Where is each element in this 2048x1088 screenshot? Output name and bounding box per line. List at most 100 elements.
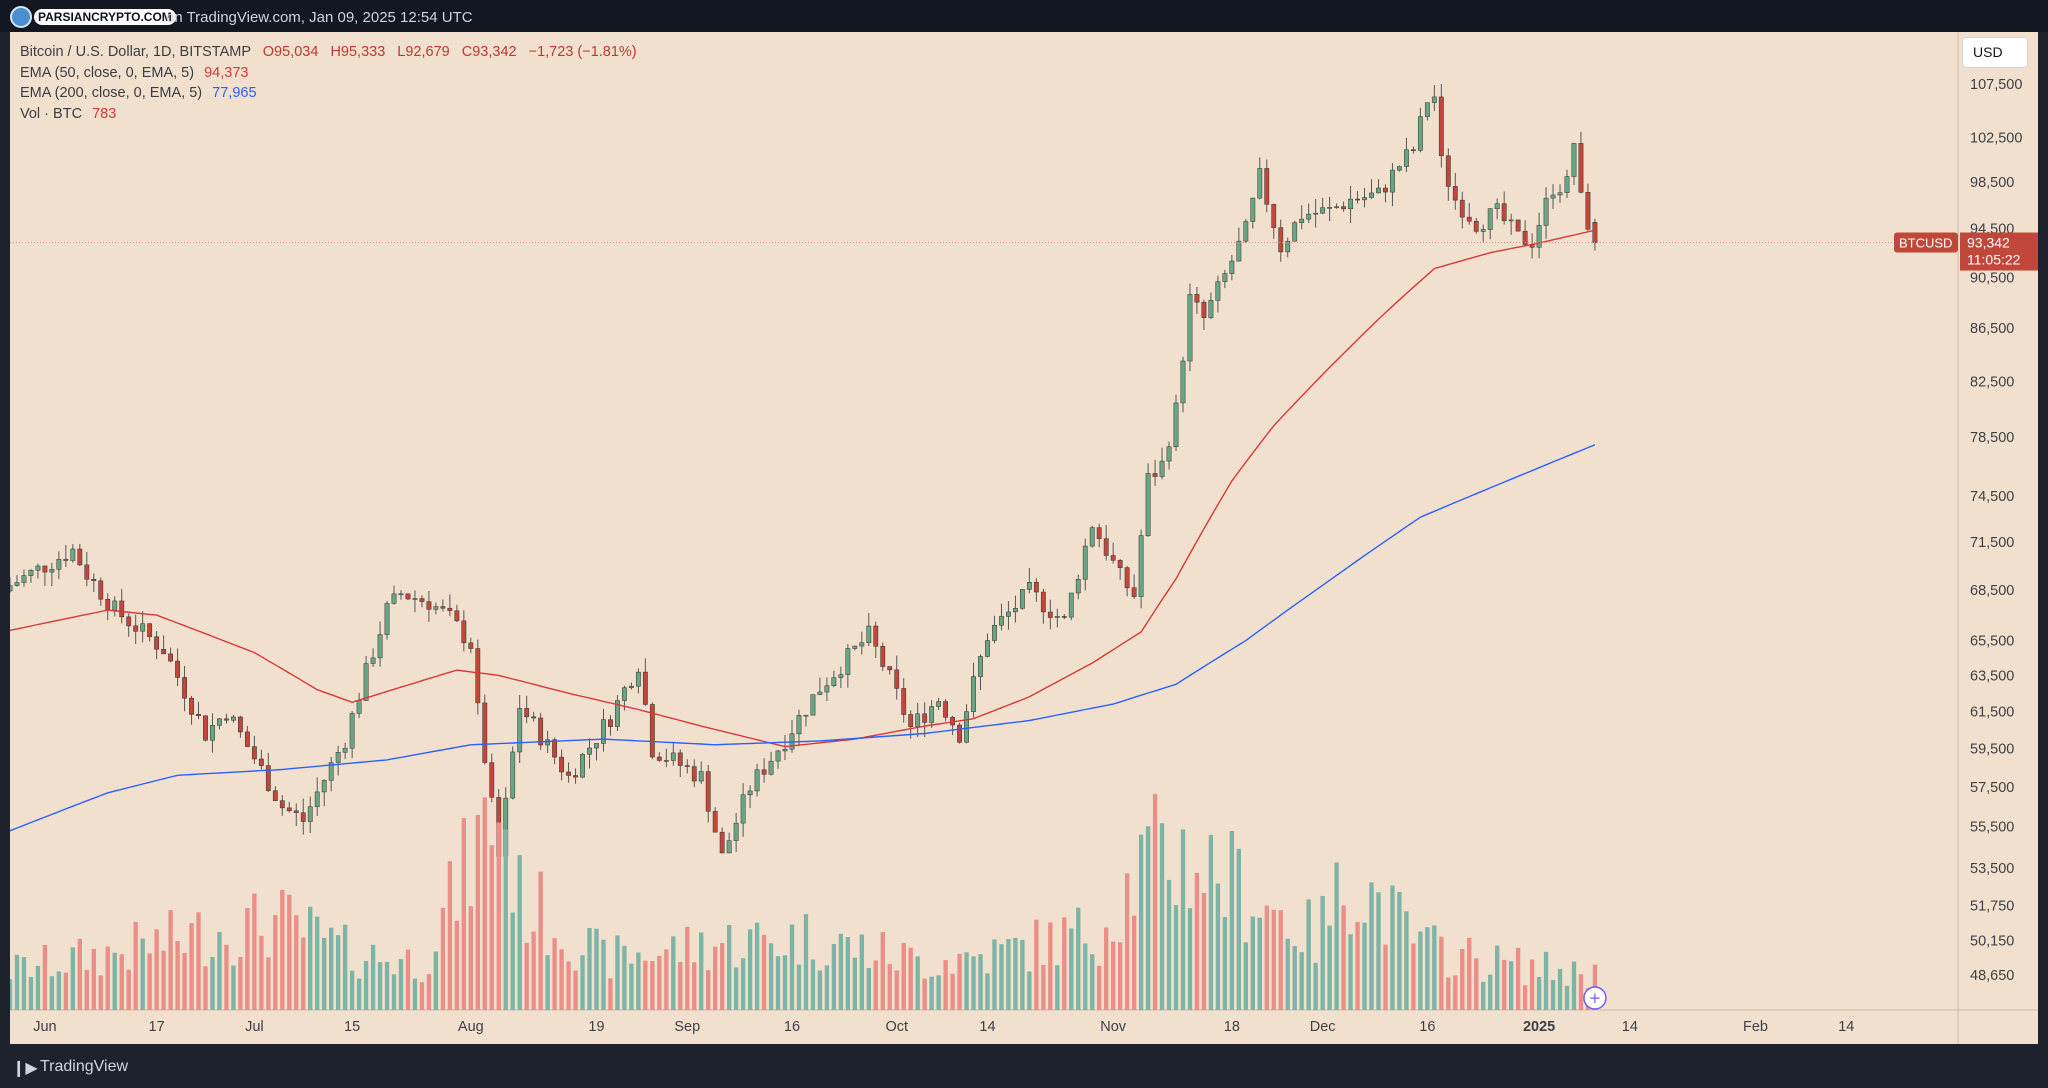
- candle-body: [831, 677, 837, 687]
- volume-bar: [329, 927, 334, 1010]
- volume-bar: [754, 922, 760, 1010]
- candle-body: [307, 806, 313, 822]
- candle-body: [398, 593, 404, 596]
- volume-bar: [98, 975, 103, 1010]
- candle-body: [615, 700, 620, 727]
- price-tick-label: 98,500: [1970, 175, 2014, 191]
- volume-bar: [552, 938, 557, 1010]
- volume-bar: [678, 961, 683, 1010]
- volume-bar: [643, 960, 648, 1010]
- legend-close: C93,342: [461, 44, 517, 60]
- candle-body: [363, 663, 369, 701]
- legend-ema200-row[interactable]: EMA (200, close, 0, EMA, 5) 77,965: [20, 83, 637, 104]
- volume-bar: [287, 894, 292, 1010]
- volume-bar: [1411, 943, 1416, 1010]
- volume-bar: [1152, 794, 1158, 1010]
- candle-body: [1006, 611, 1011, 617]
- candle-body: [10, 585, 13, 592]
- candle-body: [1473, 220, 1479, 232]
- volume-bar: [538, 871, 543, 1010]
- candle-body: [475, 648, 481, 704]
- candle-body: [251, 746, 257, 760]
- price-tick-label: 86,500: [1970, 321, 2014, 337]
- volume-bar: [168, 910, 173, 1010]
- candle-body: [1550, 194, 1556, 199]
- volume-bar: [1020, 939, 1025, 1010]
- price-tick-label: 48,650: [1970, 968, 2014, 984]
- candle-body: [796, 715, 802, 735]
- chart-area[interactable]: 107,500 102,500 98,500 94,500 90,500 86,500 82…: [10, 32, 2038, 1044]
- volume-bar: [894, 970, 899, 1010]
- candle-body: [1320, 207, 1326, 214]
- volume-bar: [992, 939, 997, 1010]
- volume-bar: [238, 956, 243, 1010]
- ema200-line: [10, 444, 1596, 832]
- candle-body: [412, 598, 418, 600]
- volume-bar: [426, 973, 432, 1010]
- candle-body: [1383, 187, 1388, 193]
- volume-bar: [1543, 951, 1549, 1010]
- candle-body: [1543, 197, 1549, 226]
- candle-body: [929, 706, 935, 723]
- volume-bar: [14, 954, 20, 1010]
- candle-body: [1390, 169, 1395, 193]
- currency-button[interactable]: USD: [1962, 37, 2028, 68]
- volume-bar: [831, 943, 837, 1010]
- candle-body: [573, 775, 578, 778]
- volume-bar: [1055, 965, 1060, 1010]
- time-tick-label: 17: [149, 1019, 165, 1035]
- candle-body: [77, 548, 83, 566]
- candle-body: [349, 713, 355, 749]
- candle-body: [49, 569, 55, 573]
- candle-body: [1404, 149, 1409, 167]
- volume-bar: [775, 956, 781, 1010]
- volume-bar: [1173, 905, 1179, 1010]
- volume-bar: [56, 971, 62, 1010]
- candle-body: [1431, 96, 1437, 103]
- candle-body: [1397, 166, 1402, 171]
- candle-body: [196, 714, 201, 717]
- volume-bar: [510, 912, 515, 1010]
- volume-bar: [1383, 944, 1388, 1010]
- candle-body: [1445, 155, 1451, 187]
- volume-bar: [1425, 927, 1430, 1010]
- volume-bar: [1069, 928, 1074, 1010]
- volume-bar: [559, 949, 564, 1010]
- candle-body: [880, 645, 886, 667]
- candle-body: [726, 840, 732, 854]
- volume-bar: [671, 936, 676, 1010]
- volume-bar: [803, 914, 809, 1010]
- candle-body: [1075, 578, 1081, 594]
- volume-bar: [1488, 974, 1493, 1010]
- candle-body: [1068, 592, 1074, 618]
- brand-logo-icon: [10, 6, 32, 28]
- volume-bar: [196, 912, 201, 1010]
- volume-bar: [1432, 925, 1437, 1010]
- candle-body: [1515, 219, 1521, 232]
- legend-volume-row[interactable]: Vol · BTC 783: [20, 104, 637, 125]
- volume-bar: [1299, 952, 1304, 1010]
- volume-bar: [1041, 964, 1046, 1010]
- volume-bar: [496, 822, 501, 1010]
- price-chart[interactable]: 107,500102,50098,50094,50090,50086,50082…: [10, 32, 2038, 1044]
- candle-body: [775, 750, 781, 762]
- volume-bar: [1194, 872, 1200, 1010]
- volume-bar: [1027, 971, 1032, 1010]
- volume-bar: [1313, 962, 1318, 1010]
- candle-body: [1571, 143, 1577, 177]
- candle-body: [601, 719, 606, 744]
- volume-bar: [10, 979, 13, 1010]
- volume-bar: [440, 907, 446, 1010]
- candle-body: [622, 687, 627, 701]
- time-tick-label: Sep: [674, 1019, 700, 1035]
- candle-body: [1313, 212, 1319, 215]
- time-tick-label: Feb: [1743, 1019, 1768, 1035]
- candle-body: [189, 697, 194, 715]
- candle-body: [342, 747, 348, 753]
- candle-body: [300, 812, 306, 822]
- legend-high: H95,333: [330, 44, 386, 60]
- volume-bar: [1341, 905, 1346, 1010]
- candle-body: [531, 716, 537, 719]
- legend-ema50-row[interactable]: EMA (50, close, 0, EMA, 5) 94,373: [20, 63, 637, 84]
- volume-bar: [1495, 945, 1500, 1010]
